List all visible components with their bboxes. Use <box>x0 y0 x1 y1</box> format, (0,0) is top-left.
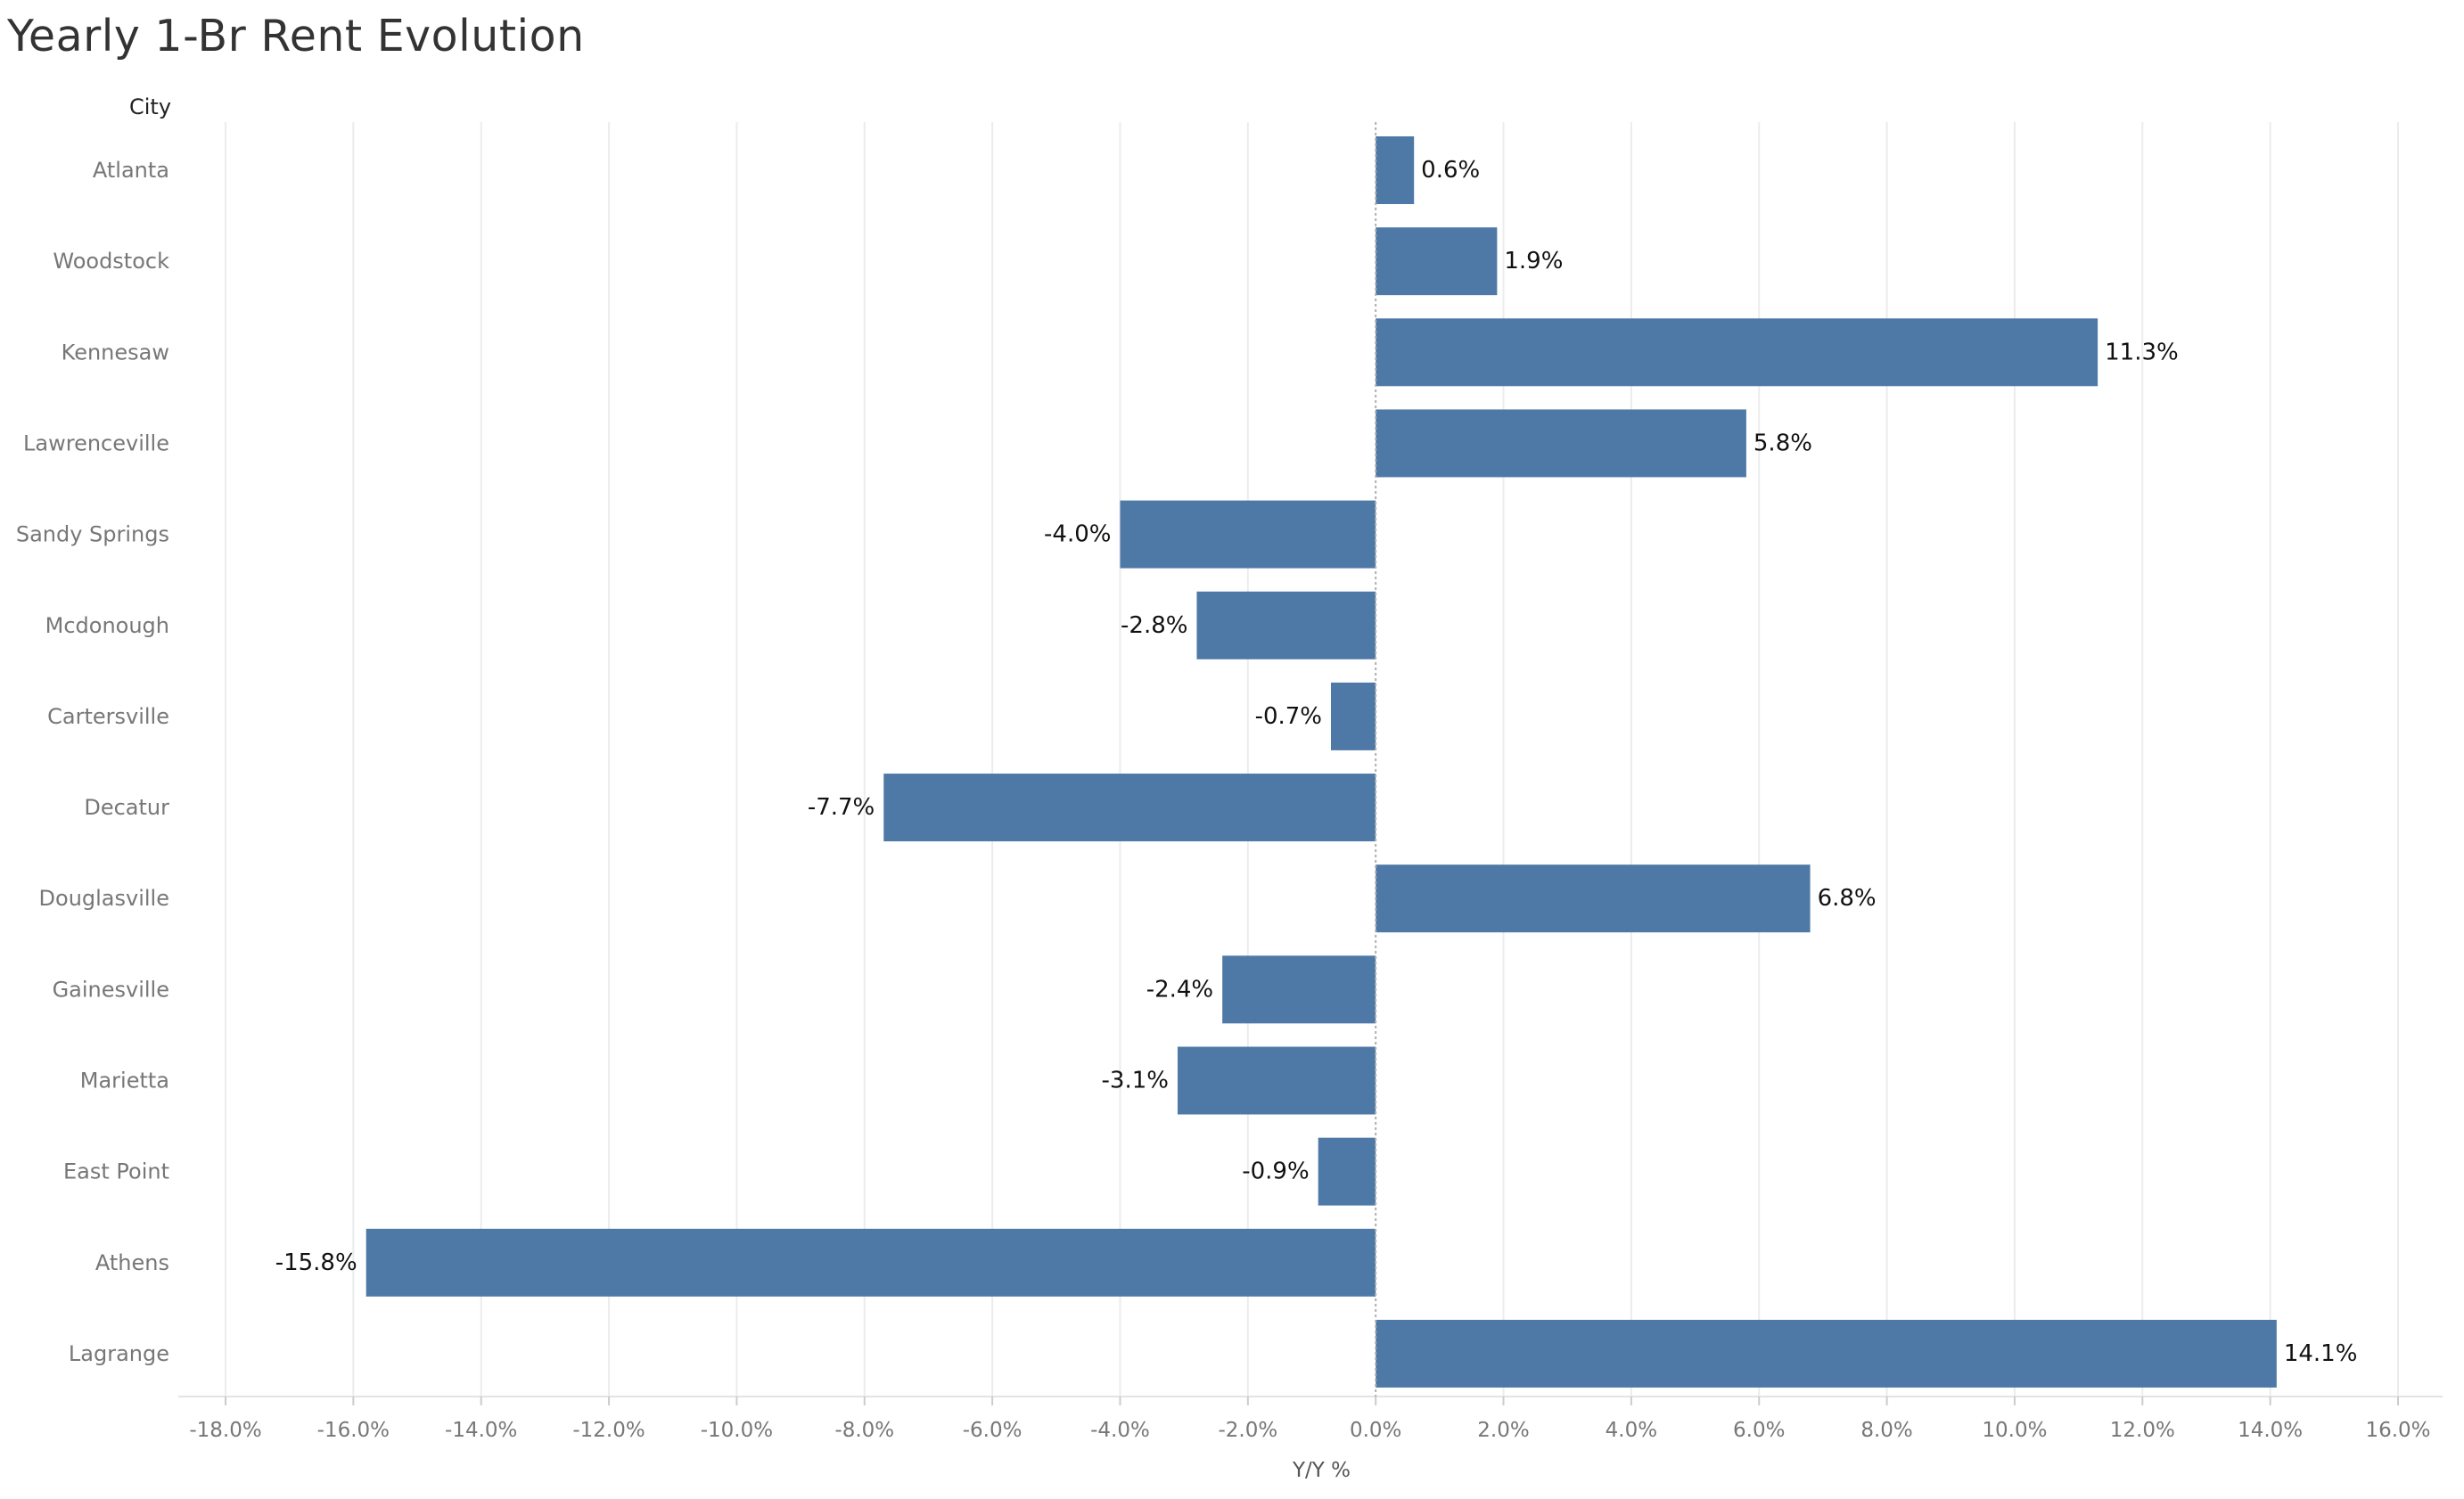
x-tick-label: -14.0% <box>445 1419 517 1442</box>
bar-woodstock <box>1376 227 1498 296</box>
bar-kennesaw <box>1376 318 2099 387</box>
data-label: 14.1% <box>2284 1340 2358 1367</box>
data-label: 6.8% <box>1818 885 1877 912</box>
x-tick-label: -4.0% <box>1090 1419 1150 1442</box>
x-tick-label: 2.0% <box>1477 1419 1529 1442</box>
category-label: Lagrange <box>69 1341 169 1366</box>
bar-lawrenceville <box>1376 409 1746 478</box>
category-label: Atlanta <box>93 158 169 183</box>
x-tick-label: 6.0% <box>1733 1419 1785 1442</box>
bar-lagrange <box>1376 1319 2277 1388</box>
category-label: Lawrenceville <box>23 430 169 455</box>
chart-title: Yearly 1-Br Rent Evolution <box>7 11 585 61</box>
data-label: -7.7% <box>808 794 875 821</box>
x-axis-title: Y/Y % <box>1293 1459 1351 1482</box>
bar-decatur <box>883 774 1376 842</box>
x-tick-label: 8.0% <box>1860 1419 1912 1442</box>
bar-gainesville <box>1222 955 1376 1024</box>
x-tick-label: 4.0% <box>1606 1419 1657 1442</box>
category-label: Athens <box>95 1250 169 1275</box>
x-tick-label: 0.0% <box>1350 1419 1401 1442</box>
data-label: -0.7% <box>1255 703 1322 730</box>
bar-atlanta <box>1376 136 1415 204</box>
x-tick-label: -12.0% <box>572 1419 645 1442</box>
data-label: -4.0% <box>1044 521 1111 548</box>
bar-mcdonough <box>1196 591 1376 659</box>
x-tick-label: -6.0% <box>963 1419 1023 1442</box>
bar-douglasville <box>1376 864 1811 933</box>
data-label: 5.8% <box>1754 430 1812 456</box>
bar-sandy-springs <box>1120 500 1376 569</box>
data-label: -2.4% <box>1146 976 1213 1003</box>
category-label: Decatur <box>84 795 169 820</box>
data-label: -0.9% <box>1242 1159 1309 1185</box>
bar-athens <box>365 1228 1376 1297</box>
x-tick-label: 16.0% <box>2365 1419 2430 1442</box>
category-label: Marietta <box>80 1069 169 1094</box>
data-label: 0.6% <box>1421 157 1480 184</box>
x-tick-label: 10.0% <box>1982 1419 2047 1442</box>
x-tick-label: -8.0% <box>834 1419 894 1442</box>
x-tick-label: -2.0% <box>1218 1419 1277 1442</box>
category-label: Cartersville <box>47 704 169 729</box>
bar-cartersville <box>1331 682 1376 750</box>
category-label: East Point <box>63 1159 169 1184</box>
row-header-city: City <box>129 94 172 119</box>
data-label: -15.8% <box>275 1249 357 1276</box>
x-tick-label: 12.0% <box>2110 1419 2175 1442</box>
category-label: Kennesaw <box>62 340 169 365</box>
x-tick-label: -16.0% <box>317 1419 390 1442</box>
x-tick-label: 14.0% <box>2238 1419 2303 1442</box>
category-label: Gainesville <box>53 977 169 1002</box>
x-tick-label: -18.0% <box>189 1419 261 1442</box>
data-label: 11.3% <box>2105 339 2179 365</box>
data-label: 1.9% <box>1504 248 1563 274</box>
category-label: Sandy Springs <box>16 522 169 547</box>
category-label: Mcdonough <box>45 613 169 638</box>
category-label: Woodstock <box>53 249 169 274</box>
data-label: -3.1% <box>1102 1068 1169 1094</box>
x-tick-label: -10.0% <box>701 1419 773 1442</box>
data-label: -2.8% <box>1121 612 1187 639</box>
bar-east-point <box>1318 1137 1376 1206</box>
bar-marietta <box>1177 1046 1376 1115</box>
category-label: Douglasville <box>39 886 169 911</box>
